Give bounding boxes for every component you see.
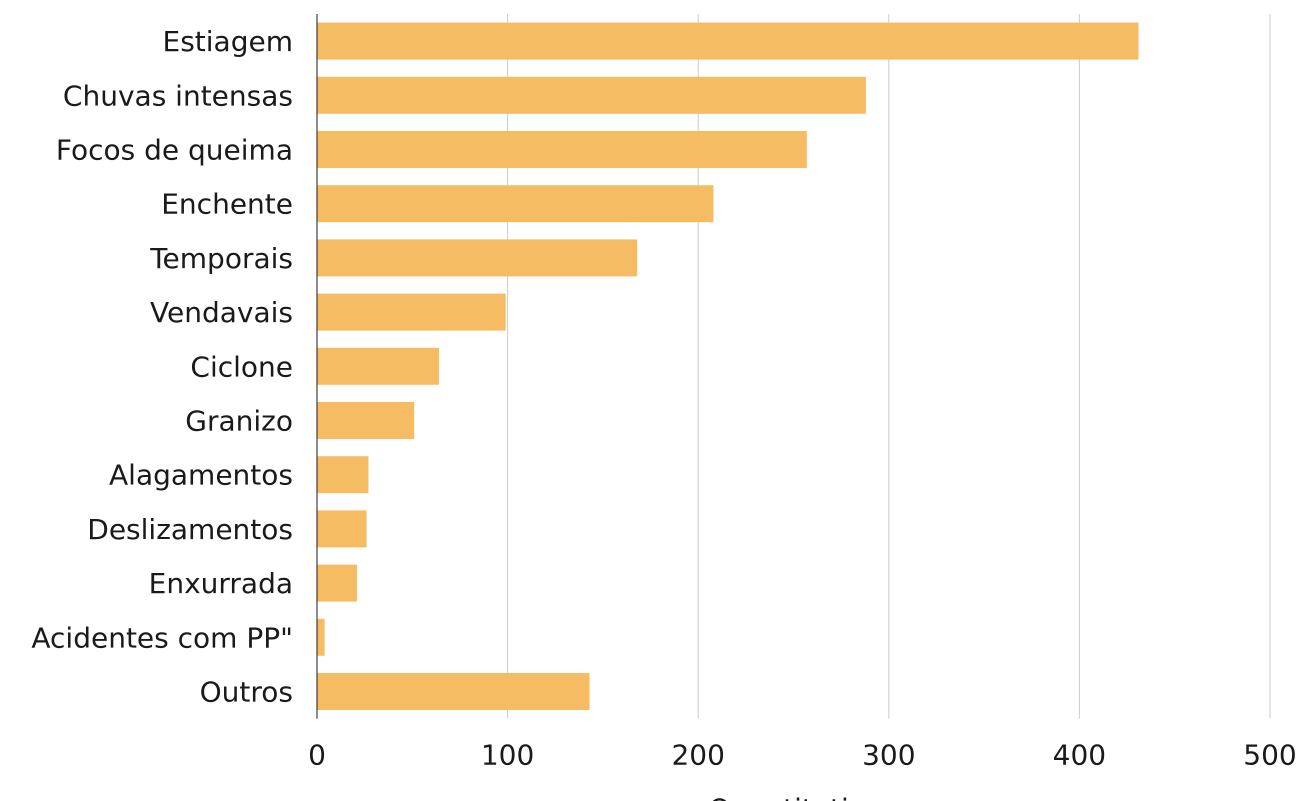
bar (317, 402, 415, 439)
category-label: Vendavais (150, 296, 293, 329)
x-axis-title: Quantitativo (708, 793, 882, 801)
category-label: Granizo (185, 405, 293, 438)
bar (317, 76, 866, 114)
x-tick-label: 500 (1243, 739, 1296, 772)
category-label: Focos de queima (56, 134, 293, 167)
category-label: Enxurrada (149, 567, 293, 600)
x-tick-label: 100 (481, 739, 534, 772)
bar (317, 185, 714, 223)
category-label: Alagamentos (109, 459, 293, 492)
category-label: Enchente (161, 188, 293, 221)
x-tick-label: 0 (308, 739, 326, 772)
category-label: Acidentes com PP" (31, 621, 293, 654)
bar (317, 456, 369, 494)
x-tick-labels: 0 100 200 300 400 500 (308, 739, 1297, 772)
bar (317, 131, 807, 168)
category-label: Estiagem (163, 25, 293, 58)
bar (317, 347, 439, 385)
category-label: Ciclone (190, 350, 293, 383)
bar (317, 564, 358, 602)
bar (317, 239, 638, 277)
x-tick-label: 400 (1053, 739, 1106, 772)
gridlines (507, 14, 1271, 719)
category-label: Outros (200, 676, 293, 709)
bar (317, 293, 506, 331)
bar (317, 22, 1139, 60)
x-tick-label: 200 (671, 739, 724, 772)
category-label: Temporais (149, 242, 293, 275)
category-label: Deslizamentos (87, 513, 293, 546)
x-tick-label: 300 (862, 739, 915, 772)
category-label: Chuvas intensas (63, 79, 293, 112)
bar (317, 510, 367, 548)
bars (317, 22, 1139, 710)
bar (317, 618, 325, 656)
bar (317, 673, 590, 710)
category-labels: Estiagem Chuvas intensas Focos de queima En… (31, 25, 293, 708)
